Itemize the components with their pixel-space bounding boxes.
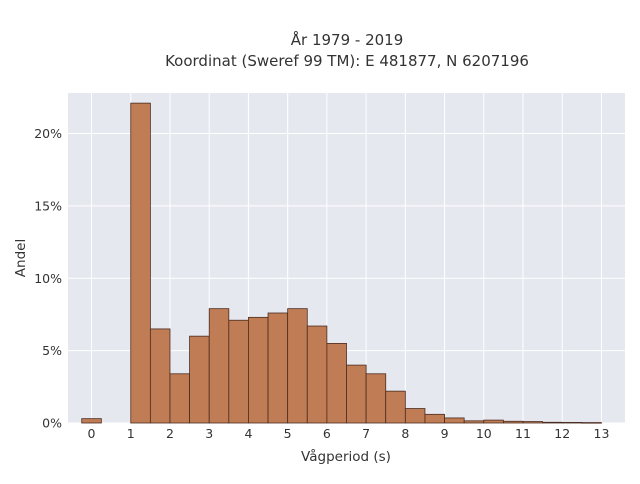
x-tick-label: 2	[166, 426, 174, 441]
histogram-bar	[424, 413, 445, 424]
x-tick-label: 13	[594, 426, 610, 441]
histogram-bar	[130, 102, 151, 424]
bars	[81, 102, 602, 424]
histogram-bar	[365, 373, 387, 424]
y-tick-label: 15%	[34, 198, 62, 213]
histogram-bar	[267, 312, 289, 424]
histogram-bar	[81, 418, 102, 424]
y-tick-label: 10%	[34, 271, 62, 286]
x-tick-label: 10	[476, 426, 492, 441]
histogram-bar	[169, 373, 190, 424]
y-tick-label: 5%	[42, 343, 62, 358]
histogram-bar	[149, 328, 171, 424]
histogram-bar	[228, 319, 249, 424]
histogram-bar	[326, 342, 347, 424]
x-tick-label: 11	[515, 426, 531, 441]
chart-title: År 1979 - 2019	[291, 30, 404, 49]
histogram-bar	[561, 422, 583, 424]
histogram-bar	[306, 325, 328, 424]
x-tick-label: 7	[362, 426, 370, 441]
histogram-bar	[404, 408, 426, 424]
chart-subtitle: Koordinat (Sweref 99 TM): E 481877, N 62…	[165, 52, 529, 70]
y-tick-label: 20%	[34, 126, 62, 141]
histogram-bar	[542, 421, 563, 424]
x-tick-label: 5	[284, 426, 292, 441]
y-tick-labels: 0% 5% 10% 15% 20%	[34, 126, 62, 430]
histogram-bar	[463, 420, 485, 424]
histogram-bar	[522, 421, 544, 424]
histogram-bar	[385, 390, 406, 424]
x-tick-label: 6	[323, 426, 331, 441]
histogram-bar	[346, 364, 367, 424]
y-tick-label: 0%	[42, 416, 62, 431]
x-tick-label: 0	[88, 426, 96, 441]
histogram-bar	[444, 417, 465, 424]
histogram-bar	[503, 420, 524, 424]
histogram-bar	[581, 422, 602, 424]
histogram-bar	[189, 335, 210, 424]
x-axis-label: Vågperiod (s)	[301, 448, 391, 465]
histogram-bar	[208, 308, 230, 424]
x-tick-label: 1	[127, 426, 135, 441]
y-axis-label: Andel	[13, 239, 29, 277]
x-tick-label: 4	[244, 426, 252, 441]
histogram-bar	[287, 308, 308, 424]
histogram-bar	[483, 419, 504, 424]
x-tick-labels: 0 1 2 3 4 5 6 7 8 9 10 11 12 13	[88, 426, 610, 441]
x-tick-label: 8	[401, 426, 409, 441]
x-tick-label: 12	[554, 426, 570, 441]
histogram-bar	[248, 316, 269, 424]
x-tick-label: 9	[441, 426, 449, 441]
x-tick-label: 3	[205, 426, 213, 441]
